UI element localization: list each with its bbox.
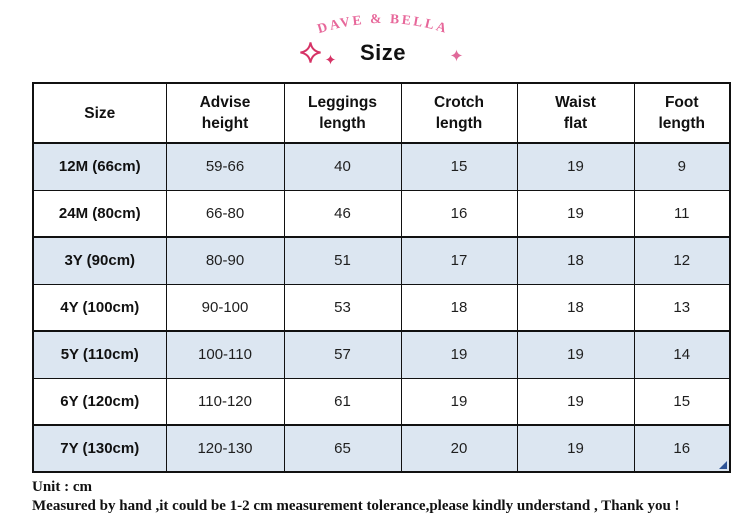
size-cell: 6Y (120cm) xyxy=(32,377,167,426)
value-cell: 46 xyxy=(283,189,402,238)
value-cell: 19 xyxy=(516,142,635,191)
value-cell: 19 xyxy=(400,377,518,426)
value-cell: 9 xyxy=(633,142,731,191)
value-cell: 20 xyxy=(400,424,518,473)
four-point-star-small-icon xyxy=(325,54,336,65)
unit-note: Unit : cm xyxy=(32,479,92,495)
size-cell: 5Y (110cm) xyxy=(32,330,167,379)
size-cell: 3Y (90cm) xyxy=(32,236,167,285)
value-cell: 66-80 xyxy=(165,189,285,238)
value-cell: 57 xyxy=(283,330,402,379)
size-cell: 4Y (100cm) xyxy=(32,283,167,332)
size-cell: 24M (80cm) xyxy=(32,189,167,238)
header-row: Size Advise height Leggings length Crotc… xyxy=(32,82,731,144)
column-header-advise-height: Advise height xyxy=(165,82,285,144)
value-cell: 110-120 xyxy=(165,377,285,426)
table-row: 12M (66cm) 59-66 40 15 19 9 xyxy=(32,142,731,191)
column-header-leggings-length: Leggings length xyxy=(283,82,402,144)
value-cell: 61 xyxy=(283,377,402,426)
size-cell: 7Y (130cm) xyxy=(32,424,167,473)
value-cell: 18 xyxy=(516,283,635,332)
value-cell: 53 xyxy=(283,283,402,332)
column-header-foot-length: Foot length xyxy=(633,82,731,144)
header: DAVE & BELLA Size xyxy=(0,4,750,82)
brand-name: DAVE & BELLA xyxy=(316,11,448,36)
table-row: 24M (80cm) 66-80 46 16 19 11 xyxy=(32,189,731,238)
value-cell: 90-100 xyxy=(165,283,285,332)
four-point-star-outline-icon xyxy=(300,42,321,63)
value-cell: 17 xyxy=(400,236,518,285)
four-point-star-right-icon xyxy=(450,49,463,62)
table-row: 3Y (90cm) 80-90 51 17 18 12 xyxy=(32,236,731,285)
value-cell: 16 xyxy=(633,424,731,473)
table-row: 4Y (100cm) 90-100 53 18 18 13 xyxy=(32,283,731,332)
tolerance-note: Measured by hand ,it could be 1-2 cm mea… xyxy=(32,498,680,514)
value-cell: 100-110 xyxy=(165,330,285,379)
table-row: 5Y (110cm) 100-110 57 19 19 14 xyxy=(32,330,731,379)
column-header-waist-flat: Waist flat xyxy=(516,82,635,144)
table-row: 6Y (120cm) 110-120 61 19 19 15 xyxy=(32,377,731,426)
size-chart-page: DAVE & BELLA Size Siz xyxy=(0,4,750,516)
value-cell: 18 xyxy=(516,236,635,285)
column-header-size: Size xyxy=(32,82,167,144)
value-cell: 15 xyxy=(400,142,518,191)
table-header: Size Advise height Leggings length Crotc… xyxy=(32,82,731,144)
table-row: 7Y (130cm) 120-130 65 20 19 16 xyxy=(32,424,731,473)
value-cell: 80-90 xyxy=(165,236,285,285)
value-cell: 40 xyxy=(283,142,402,191)
value-cell: 14 xyxy=(633,330,731,379)
selection-handle-artifact xyxy=(719,461,727,469)
footer: Unit : cm Measured by hand ,it could be … xyxy=(32,478,750,516)
value-cell: 13 xyxy=(633,283,731,332)
value-cell: 19 xyxy=(516,424,635,473)
value-cell: 18 xyxy=(400,283,518,332)
value-cell: 19 xyxy=(516,330,635,379)
sparkle-icons-left xyxy=(299,40,336,65)
brand-logo: DAVE & BELLA xyxy=(316,11,451,36)
value-cell: 19 xyxy=(516,189,635,238)
value-cell: 120-130 xyxy=(165,424,285,473)
table-body: 12M (66cm) 59-66 40 15 19 9 24M (80cm) 6… xyxy=(32,142,731,473)
value-cell: 16 xyxy=(400,189,518,238)
size-table: Size Advise height Leggings length Crotc… xyxy=(32,82,731,473)
value-cell: 12 xyxy=(633,236,731,285)
value-cell: 19 xyxy=(516,377,635,426)
column-header-crotch-length: Crotch length xyxy=(400,82,518,144)
value-cell: 65 xyxy=(283,424,402,473)
value-cell: 59-66 xyxy=(165,142,285,191)
value-cell: 19 xyxy=(400,330,518,379)
title-row: Size xyxy=(6,40,750,66)
value-cell: 51 xyxy=(283,236,402,285)
svg-text:DAVE & BELLA: DAVE & BELLA xyxy=(316,11,451,36)
value-cell: 11 xyxy=(633,189,731,238)
value-cell: 15 xyxy=(633,377,731,426)
size-cell: 12M (66cm) xyxy=(32,142,167,191)
page-title: Size xyxy=(359,40,407,65)
